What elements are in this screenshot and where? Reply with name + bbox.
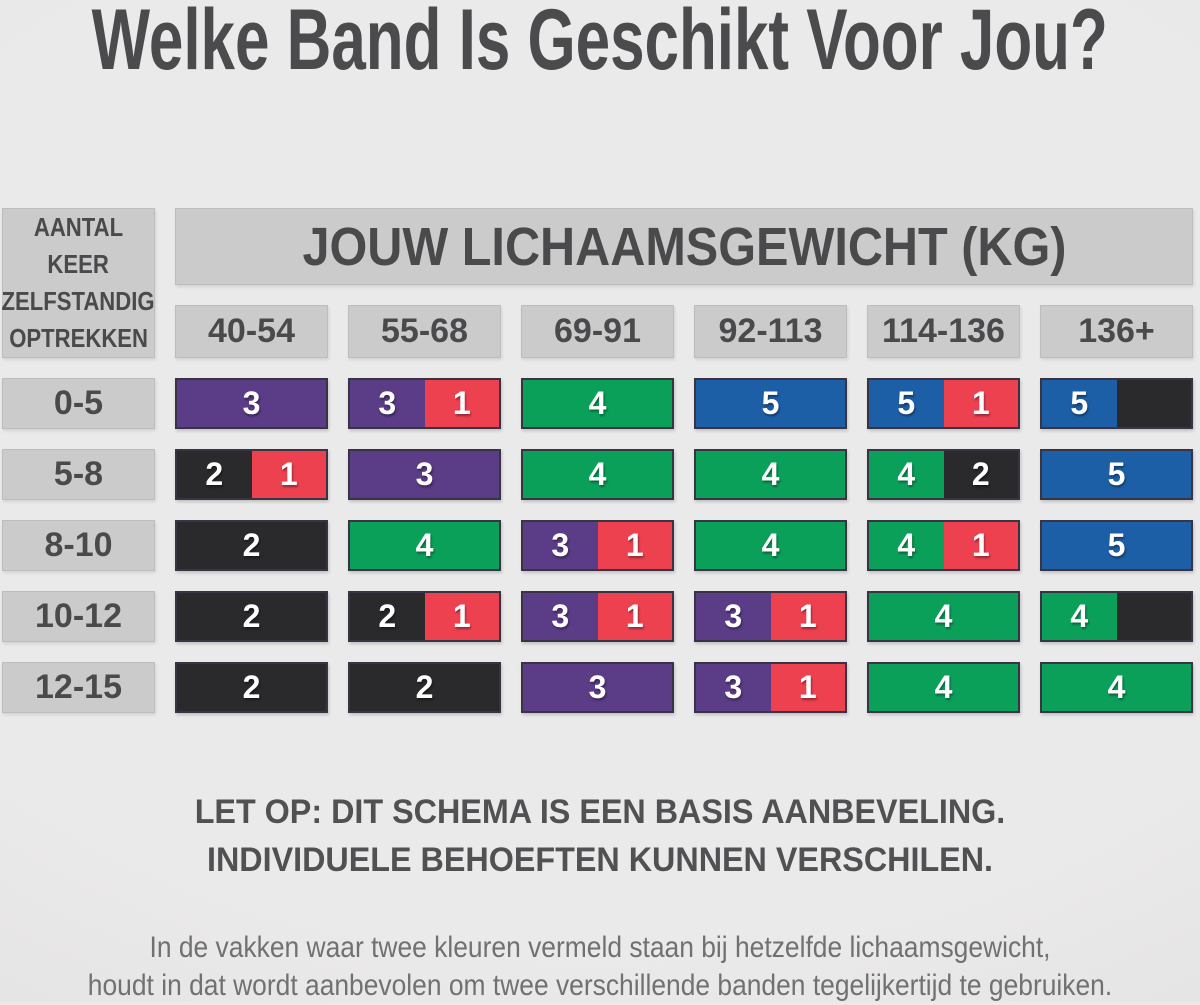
band-segment-black xyxy=(1116,380,1191,427)
row-label-10-12: 10-12 xyxy=(2,591,155,642)
band-segment-black: 2 xyxy=(177,451,252,498)
page-title: Welke Band Is Geschikt Voor Jou? xyxy=(0,0,1200,88)
page-title-text: Welke Band Is Geschikt Voor Jou? xyxy=(91,0,1109,88)
band-segment-purple: 3 xyxy=(696,593,771,640)
band-segment-purple: 3 xyxy=(696,664,771,711)
band-segment-green: 4 xyxy=(1042,664,1191,711)
band-segment-black: 2 xyxy=(943,451,1018,498)
band-segment-red: 1 xyxy=(424,593,499,640)
band-segment-purple: 3 xyxy=(523,664,672,711)
footnote-line-2: houdt in dat wordt aanbevolen om twee ve… xyxy=(87,969,1113,1002)
band-segment-black: 2 xyxy=(350,664,499,711)
band-segment-green: 4 xyxy=(350,522,499,569)
corner-label-line: KEER xyxy=(47,249,110,279)
band-cell-12-15-136+: 4 xyxy=(1040,662,1193,713)
column-header-55-68: 55-68 xyxy=(348,305,501,358)
band-segment-red: 1 xyxy=(770,664,845,711)
band-segment-purple: 3 xyxy=(177,380,326,427)
band-segment-blue: 5 xyxy=(1042,522,1191,569)
band-cell-12-15-69-91: 3 xyxy=(521,662,674,713)
band-segment-blue: 5 xyxy=(869,380,944,427)
weight-header-text: JOUW LICHAAMSGEWICHT (KG) xyxy=(301,216,1067,277)
band-segment-blue: 5 xyxy=(1042,451,1191,498)
band-cell-5-8-136+: 5 xyxy=(1040,449,1193,500)
band-segment-red: 1 xyxy=(424,380,499,427)
band-cell-8-10-40-54: 2 xyxy=(175,520,328,571)
notice-line-2: INDIVIDUELE BEHOEFTEN KUNNEN VERSCHILEN. xyxy=(206,841,994,879)
band-segment-red: 1 xyxy=(251,451,326,498)
column-header-92-113: 92-113 xyxy=(694,305,847,358)
column-header-114-136: 114-136 xyxy=(867,305,1020,358)
band-segment-green: 4 xyxy=(869,522,944,569)
corner-label-line: OPTREKKEN xyxy=(9,323,148,353)
row-label-12-15: 12-15 xyxy=(2,662,155,713)
band-segment-black: 2 xyxy=(177,593,326,640)
band-cell-5-8-55-68: 3 xyxy=(348,449,501,500)
band-segment-red: 1 xyxy=(943,522,1018,569)
band-segment-red: 1 xyxy=(597,593,672,640)
band-cell-0-5-40-54: 3 xyxy=(175,378,328,429)
band-segment-purple: 3 xyxy=(350,380,425,427)
band-segment-green: 4 xyxy=(869,664,1018,711)
band-segment-green: 4 xyxy=(869,593,1018,640)
band-segment-black: 2 xyxy=(177,664,326,711)
footnote-line-1: In de vakken waar twee kleuren vermeld s… xyxy=(149,931,1051,964)
band-segment-blue: 5 xyxy=(696,380,845,427)
band-segment-purple: 3 xyxy=(523,522,598,569)
band-segment-red: 1 xyxy=(770,593,845,640)
band-segment-black xyxy=(1116,593,1191,640)
band-segment-black: 2 xyxy=(350,593,425,640)
band-cell-8-10-92-113: 4 xyxy=(694,520,847,571)
footnote: In de vakken waar twee kleuren vermeld s… xyxy=(0,929,1200,1005)
band-segment-red: 1 xyxy=(597,522,672,569)
band-segment-green: 4 xyxy=(696,522,845,569)
band-cell-10-12-136+: 4 xyxy=(1040,591,1193,642)
band-cell-12-15-40-54: 2 xyxy=(175,662,328,713)
band-cell-5-8-92-113: 4 xyxy=(694,449,847,500)
column-header-69-91: 69-91 xyxy=(521,305,674,358)
band-segment-green: 4 xyxy=(869,451,944,498)
band-segment-blue: 5 xyxy=(1042,380,1117,427)
band-segment-green: 4 xyxy=(696,451,845,498)
corner-label: AANTAL KEER ZELFSTANDIG OPTREKKEN xyxy=(2,208,155,358)
band-cell-0-5-69-91: 4 xyxy=(521,378,674,429)
band-cell-0-5-92-113: 5 xyxy=(694,378,847,429)
row-label-8-10: 8-10 xyxy=(2,520,155,571)
band-segment-purple: 3 xyxy=(523,593,598,640)
row-label-0-5: 0-5 xyxy=(2,378,155,429)
band-cell-0-5-136+: 5 xyxy=(1040,378,1193,429)
corner-label-line: ZELFSTANDIG xyxy=(1,286,156,316)
weight-header: JOUW LICHAAMSGEWICHT (KG) xyxy=(175,208,1193,285)
band-cell-10-12-114-136: 4 xyxy=(867,591,1020,642)
band-segment-purple: 3 xyxy=(350,451,499,498)
band-segment-green: 4 xyxy=(523,380,672,427)
notice: LET OP: DIT SCHEMA IS EEN BASIS AANBEVEL… xyxy=(0,788,1200,884)
row-label-5-8: 5-8 xyxy=(2,449,155,500)
band-cell-8-10-55-68: 4 xyxy=(348,520,501,571)
band-cell-5-8-69-91: 4 xyxy=(521,449,674,500)
band-cell-12-15-55-68: 2 xyxy=(348,662,501,713)
band-cell-8-10-136+: 5 xyxy=(1040,520,1193,571)
notice-line-1: LET OP: DIT SCHEMA IS EEN BASIS AANBEVEL… xyxy=(194,793,1006,831)
column-header-40-54: 40-54 xyxy=(175,305,328,358)
band-table: AANTAL KEER ZELFSTANDIG OPTREKKEN JOUW LICH… xyxy=(2,208,1193,713)
band-segment-red: 1 xyxy=(943,380,1018,427)
band-segment-black: 2 xyxy=(177,522,326,569)
band-cell-10-12-40-54: 2 xyxy=(175,591,328,642)
corner-label-line: AANTAL xyxy=(33,212,124,242)
band-cell-12-15-114-136: 4 xyxy=(867,662,1020,713)
band-segment-green: 4 xyxy=(1042,593,1117,640)
band-segment-green: 4 xyxy=(523,451,672,498)
column-header-136+: 136+ xyxy=(1040,305,1193,358)
